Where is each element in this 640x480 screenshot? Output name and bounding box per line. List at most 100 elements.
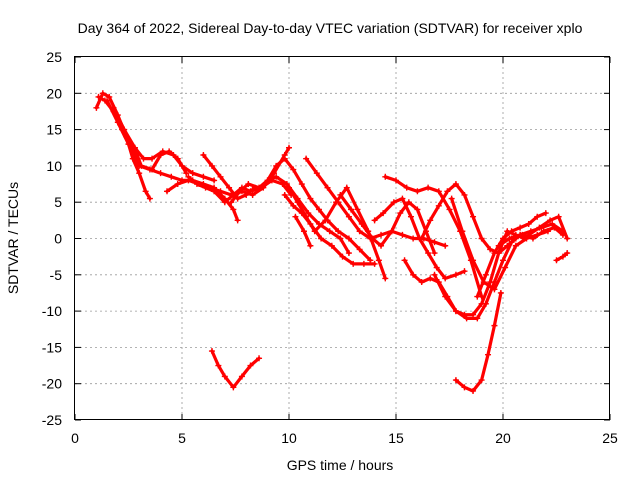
- data-point: [200, 173, 207, 180]
- series-layer: [93, 90, 571, 394]
- data-point: [500, 257, 506, 264]
- data-point: [343, 184, 350, 191]
- data-point: [382, 173, 389, 180]
- data-point: [348, 206, 355, 213]
- data-point: [217, 173, 224, 180]
- data-point: [549, 220, 556, 227]
- data-point: [335, 228, 342, 235]
- data-point: [442, 275, 449, 282]
- data-point: [508, 228, 515, 235]
- data-point: [221, 373, 228, 380]
- data-point: [356, 228, 363, 235]
- data-point: [106, 93, 113, 100]
- data-point: [345, 213, 352, 220]
- data-point: [345, 250, 352, 257]
- data-point: [418, 279, 425, 286]
- data-point: [390, 199, 397, 206]
- data-point: [298, 210, 305, 217]
- data-point: [208, 162, 215, 169]
- data-point: [495, 242, 502, 249]
- data-point: [281, 155, 288, 162]
- data-point: [399, 195, 406, 202]
- y-axis-label: SDTVAR / TECUs: [5, 182, 21, 294]
- data-point: [382, 275, 389, 282]
- data-point: [208, 348, 215, 355]
- series-track-11: [283, 193, 377, 266]
- data-point: [491, 286, 498, 293]
- series-track-16: [383, 175, 484, 299]
- data-point: [425, 250, 432, 257]
- data-point: [403, 184, 410, 191]
- data-point: [149, 155, 156, 162]
- data-point: [286, 144, 292, 151]
- data-point: [339, 253, 346, 260]
- data-point: [211, 188, 218, 195]
- data-point: [256, 184, 263, 191]
- data-point: [193, 181, 200, 188]
- data-point: [540, 228, 547, 235]
- data-point: [534, 213, 541, 220]
- data-point: [264, 177, 271, 184]
- data-point: [512, 242, 519, 249]
- data-point: [136, 170, 143, 177]
- y-tick-label: -25: [42, 412, 62, 428]
- x-tick-label: 5: [178, 430, 186, 446]
- y-tick-label: -10: [42, 303, 62, 319]
- data-point: [448, 195, 455, 202]
- data-point: [313, 170, 320, 177]
- data-point: [305, 210, 312, 217]
- data-point: [174, 181, 181, 188]
- data-point: [273, 162, 280, 169]
- data-point: [335, 199, 342, 206]
- chart-title: Day 364 of 2022, Sidereal Day-to-day VTE…: [78, 20, 583, 36]
- data-point: [230, 384, 237, 391]
- data-point: [202, 184, 209, 191]
- data-point: [292, 213, 299, 220]
- data-point: [367, 257, 374, 264]
- data-point: [519, 231, 526, 238]
- data-point: [517, 224, 524, 231]
- x-tick-label: 15: [388, 430, 404, 446]
- data-point: [215, 362, 222, 369]
- data-point: [502, 264, 509, 271]
- x-tick-label: 20: [495, 430, 511, 446]
- data-point: [435, 202, 442, 209]
- data-point: [414, 188, 421, 195]
- data-point: [542, 210, 549, 217]
- data-point: [228, 199, 235, 206]
- data-point: [273, 173, 280, 180]
- data-point: [168, 173, 175, 180]
- data-point: [236, 188, 243, 195]
- y-tick-label: -15: [42, 339, 62, 355]
- data-point: [249, 191, 256, 198]
- data-point: [491, 250, 498, 257]
- data-point: [446, 206, 453, 213]
- data-point: [393, 177, 399, 184]
- data-point: [407, 213, 414, 220]
- data-point: [555, 213, 562, 220]
- data-point: [427, 275, 434, 282]
- data-point: [564, 235, 571, 242]
- x-tick-label: 25: [602, 430, 618, 446]
- data-point: [125, 141, 132, 148]
- data-point: [470, 213, 477, 220]
- data-point: [93, 104, 100, 111]
- data-point: [110, 104, 117, 111]
- data-point: [217, 188, 224, 195]
- data-point: [536, 224, 543, 231]
- data-point: [401, 257, 408, 264]
- data-point: [378, 231, 385, 238]
- data-point: [478, 235, 485, 242]
- data-point: [529, 235, 536, 242]
- data-point: [345, 235, 352, 242]
- data-point: [350, 260, 357, 267]
- data-point: [322, 217, 329, 224]
- data-point: [170, 152, 177, 159]
- y-tick-label: -20: [42, 376, 62, 392]
- data-point: [371, 260, 378, 267]
- data-point: [146, 166, 153, 173]
- data-point: [431, 271, 438, 278]
- data-point: [136, 162, 143, 169]
- data-point: [435, 188, 442, 195]
